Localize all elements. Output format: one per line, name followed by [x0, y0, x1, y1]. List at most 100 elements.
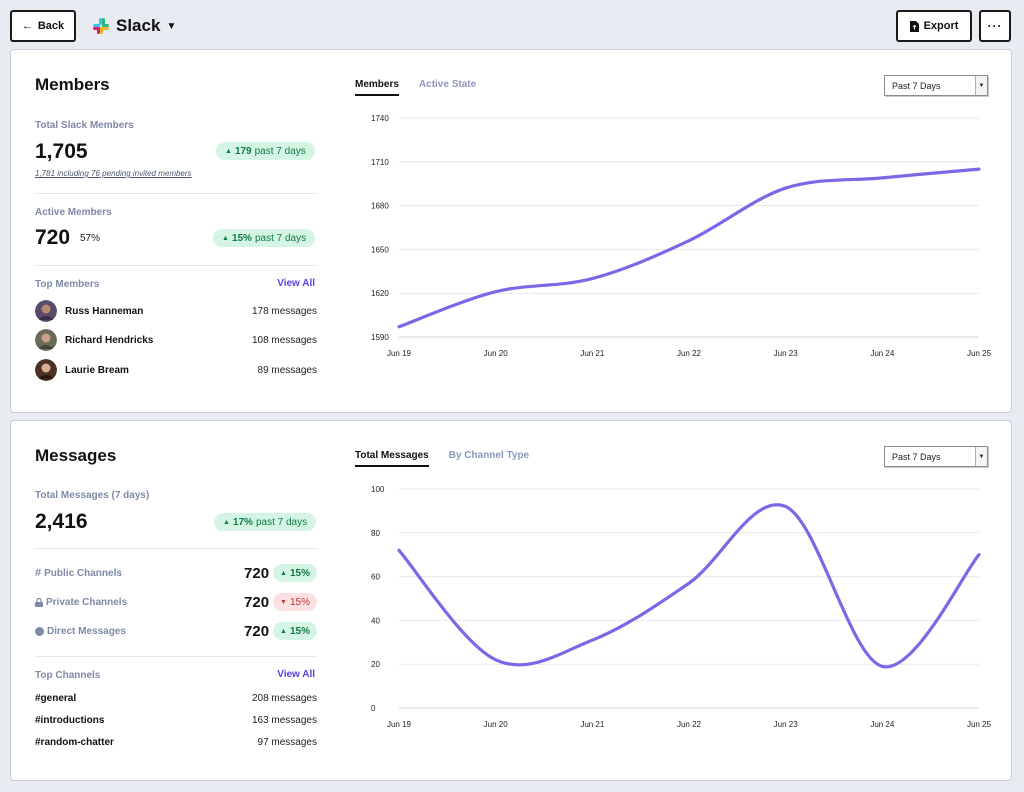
member-name: Russ Hanneman — [65, 305, 144, 317]
active-members-label: Active Members — [35, 207, 112, 218]
list-item[interactable]: Laurie Bream 89 messages — [35, 358, 317, 382]
caret-down-icon: ▼ — [975, 76, 987, 95]
members-title: Members — [35, 75, 110, 94]
channel-message-count: 163 messages — [251, 714, 317, 726]
x-tick-label: Jun 20 — [484, 720, 509, 729]
messages-chart: 0 20 40 60 80 100 Jun 19 Jun 20 Jun 21 Jun 22 Jun … — [351, 481, 992, 731]
list-item[interactable]: Russ Hanneman 178 messages — [35, 299, 317, 323]
y-tick-label: 1740 — [371, 114, 389, 123]
y-tick-label: 80 — [371, 529, 380, 538]
y-tick-label: 0 — [371, 704, 376, 713]
export-button[interactable]: Export — [896, 10, 972, 42]
members-line-chart: 1590 1620 1650 1680 1710 1740 Jun 19 Jun 20 Jun … — [371, 114, 992, 358]
channel-type-label: Public Channels — [44, 567, 122, 579]
channel-type-name: # Public Channels — [35, 567, 244, 579]
divider — [35, 193, 317, 194]
channel-type-row-private[interactable]: Private Channels 720 ▼ 15% — [35, 591, 317, 613]
list-item[interactable]: #random-chatter 97 messages — [35, 731, 317, 753]
x-tick-label: Jun 21 — [580, 349, 605, 358]
channel-message-count: 97 messages — [257, 736, 317, 748]
y-tick-label: 20 — [371, 660, 380, 669]
channel-type-row-direct[interactable]: Direct Messages 720 ▲ 15% — [35, 620, 317, 642]
avatar — [35, 329, 57, 351]
avatar — [35, 300, 57, 322]
x-tick-label: Jun 22 — [677, 720, 702, 729]
arrow-up-icon: ▲ — [223, 518, 230, 526]
badge-value: 179 — [234, 145, 252, 157]
members-range-select[interactable]: Past 7 Days ▼ — [884, 75, 988, 96]
members-tabs: Members Active State — [355, 79, 476, 96]
total-members-change-badge: ▲ 179 past 7 days — [216, 142, 315, 160]
total-members-label: Total Slack Members — [35, 120, 134, 131]
x-tick-label: Jun 25 — [967, 349, 992, 358]
x-tick-label: Jun 25 — [967, 720, 992, 729]
badge-value: 15% — [231, 232, 252, 244]
app-switcher[interactable]: Slack ▼ — [92, 14, 176, 38]
export-label: Export — [923, 20, 959, 32]
member-message-count: 108 messages — [251, 334, 317, 346]
y-tick-label: 1590 — [371, 333, 389, 342]
list-item[interactable]: Richard Hendricks 108 messages — [35, 328, 317, 352]
back-label: Back — [37, 20, 65, 32]
view-all-channels-link[interactable]: View All — [277, 669, 315, 680]
badge-text: past 7 days — [254, 232, 307, 244]
arrow-up-icon: ▲ — [280, 627, 287, 635]
caret-down-icon: ▼ — [975, 447, 987, 466]
status-badge: ▲ 15% — [273, 622, 317, 640]
channel-type-name: Direct Messages — [35, 626, 244, 637]
messages-card: Messages Total Messages (7 days) 2,416 ▲… — [10, 420, 1012, 781]
x-tick-label: Jun 23 — [774, 349, 799, 358]
lock-icon — [35, 597, 43, 607]
channel-type-value: 720 — [244, 564, 270, 582]
arrow-left-icon: ← — [21, 20, 33, 32]
x-tick-label: Jun 19 — [387, 720, 412, 729]
view-all-members-link[interactable]: View All — [277, 278, 315, 289]
badge-value: 15% — [289, 596, 310, 608]
y-tick-label: 1650 — [371, 245, 389, 254]
channel-type-value: 720 — [244, 622, 270, 640]
messages-range-select[interactable]: Past 7 Days ▼ — [884, 446, 988, 467]
total-messages-change-badge: ▲ 17% past 7 days — [214, 513, 317, 531]
tab-members[interactable]: Members — [355, 79, 399, 96]
pending-members-note[interactable]: 1,781 including 76 pending invited membe… — [35, 169, 192, 178]
members-card: Members Total Slack Members 1,705 ▲ 179 … — [10, 49, 1012, 413]
channel-name: #introductions — [35, 714, 105, 726]
total-messages-value: 2,416 — [35, 510, 88, 533]
series-line — [397, 503, 981, 669]
status-badge: ▲ 15% — [273, 564, 317, 582]
badge-value: 15% — [289, 567, 310, 579]
status-badge: ▼ 15% — [273, 593, 317, 611]
hash-icon: # — [35, 567, 42, 579]
tab-total-messages[interactable]: Total Messages — [355, 450, 429, 467]
list-item[interactable]: #introductions 163 messages — [35, 709, 317, 731]
channel-name: #general — [35, 692, 77, 704]
channel-type-label: Direct Messages — [47, 625, 126, 637]
divider — [35, 548, 317, 549]
arrow-up-icon: ▲ — [222, 234, 229, 242]
range-value: Past 7 Days — [892, 80, 941, 91]
y-tick-label: 60 — [371, 573, 380, 582]
tab-by-channel-type[interactable]: By Channel Type — [448, 450, 530, 461]
member-message-count: 89 messages — [257, 364, 317, 376]
back-button[interactable]: ← Back — [10, 10, 76, 42]
channel-type-row-public[interactable]: # Public Channels 720 ▲ 15% — [35, 562, 317, 584]
messages-tabs: Total Messages By Channel Type — [355, 450, 529, 467]
channel-type-name: Private Channels — [35, 597, 244, 608]
channel-message-count: 208 messages — [251, 692, 317, 704]
badge-value: 15% — [289, 625, 310, 637]
channel-type-label: Private Channels — [46, 596, 128, 608]
tab-active-state[interactable]: Active State — [418, 79, 477, 90]
top-members-label: Top Members — [35, 279, 100, 290]
badge-text: past 7 days — [255, 516, 308, 528]
active-members-value: 720 — [35, 226, 71, 249]
active-members-change-badge: ▲ 15% past 7 days — [213, 229, 316, 247]
arrow-up-icon: ▲ — [280, 569, 287, 577]
x-tick-label: Jun 23 — [774, 720, 799, 729]
more-dots-icon: ··· — [987, 19, 1003, 33]
messages-title: Messages — [35, 446, 117, 465]
series-line — [397, 167, 981, 329]
channel-type-value: 720 — [244, 593, 270, 611]
more-options-button[interactable]: ··· — [979, 10, 1011, 42]
badge-text: past 7 days — [254, 145, 306, 157]
list-item[interactable]: #general 208 messages — [35, 687, 317, 709]
